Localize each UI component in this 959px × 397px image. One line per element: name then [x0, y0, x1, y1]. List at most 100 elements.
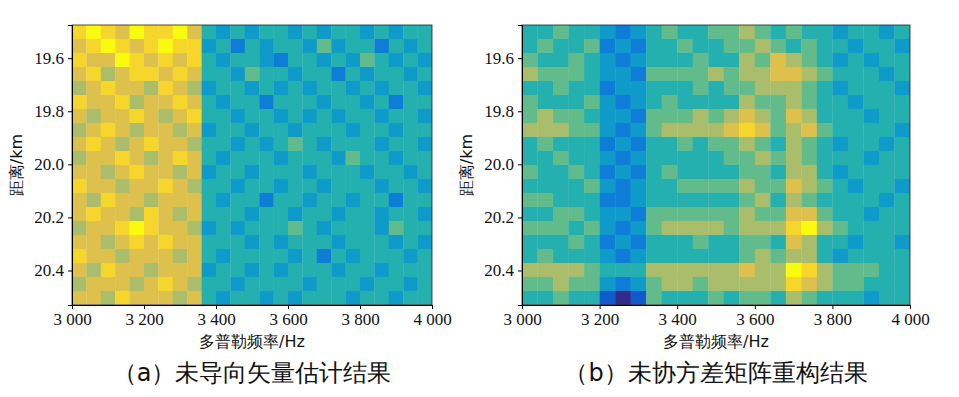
cell — [72, 25, 87, 39]
cell — [130, 151, 145, 165]
cell — [173, 109, 188, 123]
cell — [259, 277, 274, 291]
cell — [662, 179, 678, 193]
x-tick-label: 3 600 — [736, 310, 774, 329]
y-tick-mark — [518, 270, 522, 271]
cell — [202, 193, 217, 207]
cell — [115, 123, 130, 137]
cell — [538, 39, 554, 53]
cell — [346, 151, 361, 165]
cell — [158, 25, 173, 39]
y-tick: 20.4 — [484, 261, 522, 280]
cell — [144, 221, 159, 235]
cell — [389, 95, 404, 109]
cell — [817, 53, 833, 67]
cell — [832, 67, 848, 81]
cell — [259, 137, 274, 151]
cell — [346, 263, 361, 277]
cell — [245, 95, 260, 109]
cell — [770, 53, 786, 67]
cell — [848, 277, 864, 291]
cell — [801, 263, 817, 277]
cell — [615, 207, 631, 221]
cell — [631, 39, 647, 53]
cell — [374, 123, 389, 137]
cell — [879, 249, 895, 263]
y-tick-mark — [68, 217, 72, 218]
cell — [158, 263, 173, 277]
cell — [230, 25, 245, 39]
cell — [274, 123, 289, 137]
cell — [693, 81, 709, 95]
cell — [522, 221, 538, 235]
y-tick: 19.8 — [484, 102, 522, 121]
cell — [86, 151, 101, 165]
cell — [245, 235, 260, 249]
cell — [418, 291, 432, 305]
cell — [130, 221, 145, 235]
cell — [848, 291, 864, 305]
cell — [202, 151, 217, 165]
cell — [662, 25, 678, 39]
cell — [553, 193, 569, 207]
cell — [187, 109, 202, 123]
cell — [584, 221, 600, 235]
cell — [288, 263, 303, 277]
cell — [230, 249, 245, 263]
cell — [144, 67, 159, 81]
cell — [144, 95, 159, 109]
cell — [770, 39, 786, 53]
cell — [288, 221, 303, 235]
cell — [86, 277, 101, 291]
cell — [374, 25, 389, 39]
cell — [569, 165, 585, 179]
cell — [101, 193, 116, 207]
cell — [755, 137, 771, 151]
x-tick-label: 3 800 — [814, 310, 852, 329]
cell — [879, 263, 895, 277]
cell — [302, 221, 317, 235]
cell — [418, 67, 432, 81]
cell — [202, 81, 217, 95]
cell — [187, 193, 202, 207]
cell — [360, 249, 375, 263]
cell — [418, 263, 432, 277]
cell — [346, 39, 361, 53]
cell — [879, 221, 895, 235]
cell — [755, 179, 771, 193]
cell — [662, 277, 678, 291]
cell — [374, 221, 389, 235]
cell — [817, 165, 833, 179]
cell — [130, 123, 145, 137]
cell — [86, 235, 101, 249]
cell — [144, 249, 159, 263]
cell — [584, 291, 600, 305]
y-tick-label: 20.2 — [484, 208, 514, 227]
cell — [130, 165, 145, 179]
cell — [708, 123, 724, 137]
cell — [631, 53, 647, 67]
cell — [317, 39, 332, 53]
cell — [786, 81, 802, 95]
cell — [817, 193, 833, 207]
cell — [288, 123, 303, 137]
cell — [863, 207, 879, 221]
cell — [724, 263, 740, 277]
cell — [615, 263, 631, 277]
cell — [631, 263, 647, 277]
cell — [569, 179, 585, 193]
cell — [144, 277, 159, 291]
cell — [173, 25, 188, 39]
cell — [755, 25, 771, 39]
cell — [693, 67, 709, 81]
y-tick-mark — [518, 58, 522, 59]
cell — [331, 25, 346, 39]
cell — [708, 221, 724, 235]
y-tick-mark — [68, 111, 72, 112]
cell — [817, 249, 833, 263]
y-tick-mark — [518, 217, 522, 218]
y-tick-label: 20.2 — [34, 208, 64, 227]
cell — [770, 151, 786, 165]
cell — [86, 109, 101, 123]
cell — [274, 207, 289, 221]
